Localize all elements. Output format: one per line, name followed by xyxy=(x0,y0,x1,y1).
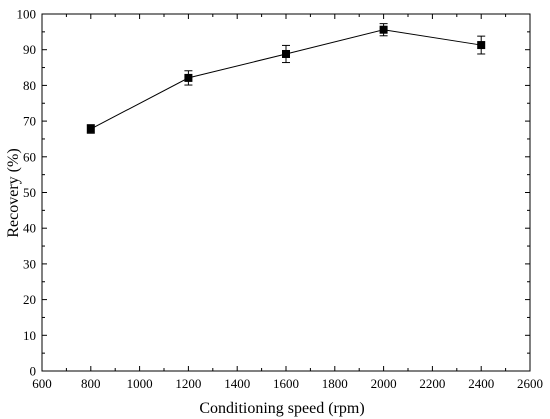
x-tick-label: 2400 xyxy=(468,376,494,391)
data-point xyxy=(477,41,486,50)
data-point xyxy=(282,49,290,58)
data-series xyxy=(86,23,486,134)
x-tick-label: 2200 xyxy=(419,376,445,391)
plot-frame xyxy=(41,13,531,372)
x-tick-label: 1400 xyxy=(224,376,250,391)
data-point xyxy=(184,73,193,82)
y-tick-label: 40 xyxy=(23,221,36,236)
y-tick-label: 80 xyxy=(23,78,36,93)
x-tick-label: 2000 xyxy=(371,376,397,391)
y-tick-label: 0 xyxy=(30,364,37,379)
data-point xyxy=(379,25,388,34)
y-tick-label: 30 xyxy=(23,256,36,271)
x-tick-label: 800 xyxy=(81,376,101,391)
x-tick-label: 1600 xyxy=(273,376,299,391)
series-line xyxy=(90,29,482,130)
x-tick-label: 2600 xyxy=(517,376,543,391)
y-tick-label: 70 xyxy=(23,114,36,129)
x-tick-label: 600 xyxy=(32,376,52,391)
x-tick-label: 1000 xyxy=(127,376,153,391)
y-tick-label: 20 xyxy=(23,292,36,307)
x-tick-label: 1200 xyxy=(175,376,201,391)
y-tick-label: 90 xyxy=(23,42,36,57)
data-point xyxy=(86,124,95,133)
y-tick-label: 10 xyxy=(23,328,36,343)
x-axis-ticks: 600 800 1000 1200 1400 1600 1800 2000 2200 2400 26… xyxy=(32,14,543,391)
x-axis-title: Conditioning speed (rpm) xyxy=(199,400,364,417)
y-tick-label: 50 xyxy=(23,185,36,200)
axes xyxy=(41,13,531,372)
y-axis-title: Recovery (%) xyxy=(5,148,22,237)
x-tick-label: 1800 xyxy=(322,376,348,391)
y-tick-label: 100 xyxy=(17,7,37,22)
y-axis-ticks: 0 10 20 30 40 50 60 70 80 90 100 xyxy=(17,7,530,379)
y-tick-label: 60 xyxy=(23,149,36,164)
